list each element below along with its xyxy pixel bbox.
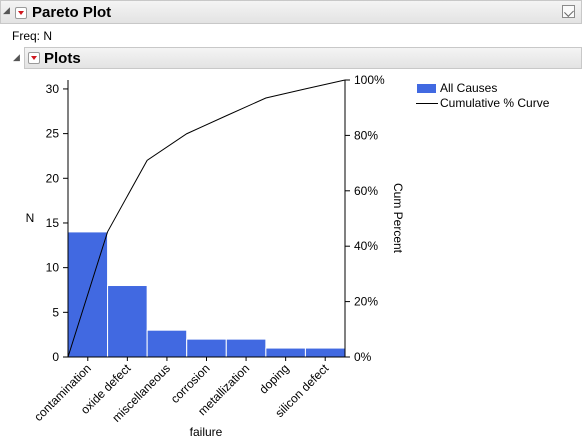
bar-silicon-defect[interactable] <box>304 347 346 358</box>
bar-metallization[interactable] <box>225 338 267 358</box>
report-title: Pareto Plot <box>32 4 112 21</box>
y2-tick-label: 60% <box>354 184 378 198</box>
cumulative-curve <box>67 79 346 358</box>
red-triangle-menu-icon[interactable] <box>15 7 27 19</box>
y-tick-label: 5 <box>52 305 59 319</box>
bar-corrosion[interactable] <box>186 338 227 358</box>
x-axis-label: failure <box>190 425 223 439</box>
plots-red-triangle-menu-icon[interactable] <box>28 52 40 64</box>
y-tick-label: 20 <box>46 171 60 185</box>
disclosure-icon[interactable]: ◢ <box>3 6 10 16</box>
bar-miscellaneous[interactable] <box>146 329 188 358</box>
y-tick-label: 10 <box>46 261 60 275</box>
y2-tick-label: 0% <box>354 350 372 364</box>
y2-tick-label: 80% <box>354 128 378 142</box>
y2-axis-label: Cum Percent <box>391 183 405 254</box>
legend-label: Cumulative % Curve <box>440 96 550 110</box>
pareto-plot-header[interactable]: ◢ Pareto Plot <box>0 0 582 24</box>
y-ticks: 0 5 10 15 20 25 30 <box>46 82 68 364</box>
bars-group <box>67 231 346 358</box>
y2-tick-label: 40% <box>354 239 378 253</box>
bar-oxide-defect[interactable] <box>107 285 148 358</box>
y-tick-label: 15 <box>46 216 60 230</box>
y2-ticks: 0% 20% 40% 60% 80% 100% <box>345 73 385 364</box>
y-tick-label: 30 <box>46 82 60 96</box>
bar-swatch-icon <box>417 84 436 93</box>
plots-header[interactable]: ◢ Plots <box>13 47 582 69</box>
legend-label: All Causes <box>440 81 498 95</box>
y-axis-label: N <box>26 211 35 225</box>
plots-disclosure-icon[interactable]: ◢ <box>13 53 20 63</box>
y2-tick-label: 20% <box>354 295 378 309</box>
x-tick-label: doping <box>256 361 291 396</box>
pin-icon[interactable] <box>562 5 575 18</box>
y-tick-label: 25 <box>46 127 60 141</box>
line-swatch-icon <box>416 103 438 104</box>
plots-title: Plots <box>44 50 81 67</box>
y2-tick-label: 100% <box>354 73 385 87</box>
freq-label: Freq: N <box>12 29 53 43</box>
y-tick-label: 0 <box>52 350 59 364</box>
bar-doping[interactable] <box>265 347 306 358</box>
